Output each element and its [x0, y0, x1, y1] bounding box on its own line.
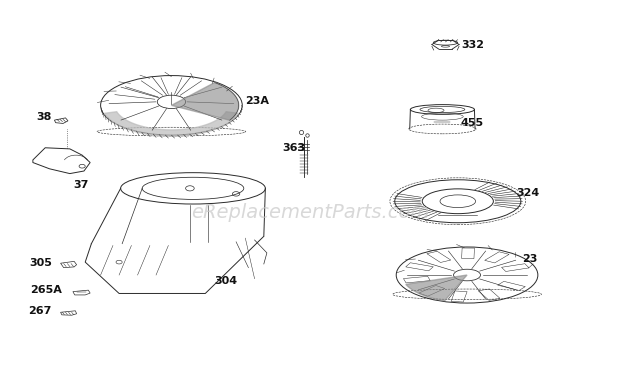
- Text: 265A: 265A: [30, 285, 61, 295]
- Text: 455: 455: [461, 117, 484, 128]
- Text: 23A: 23A: [246, 95, 269, 106]
- Text: 332: 332: [461, 40, 484, 50]
- Text: 37: 37: [73, 180, 88, 190]
- Text: 324: 324: [516, 188, 539, 198]
- Polygon shape: [104, 112, 239, 136]
- Polygon shape: [172, 82, 239, 120]
- Text: 363: 363: [282, 144, 306, 153]
- Text: 267: 267: [28, 306, 51, 316]
- Text: 305: 305: [30, 258, 53, 268]
- Text: eReplacementParts.com: eReplacementParts.com: [191, 203, 429, 222]
- Text: 23: 23: [523, 254, 538, 264]
- Polygon shape: [406, 275, 467, 301]
- Text: 38: 38: [36, 112, 51, 122]
- Text: 304: 304: [215, 276, 237, 286]
